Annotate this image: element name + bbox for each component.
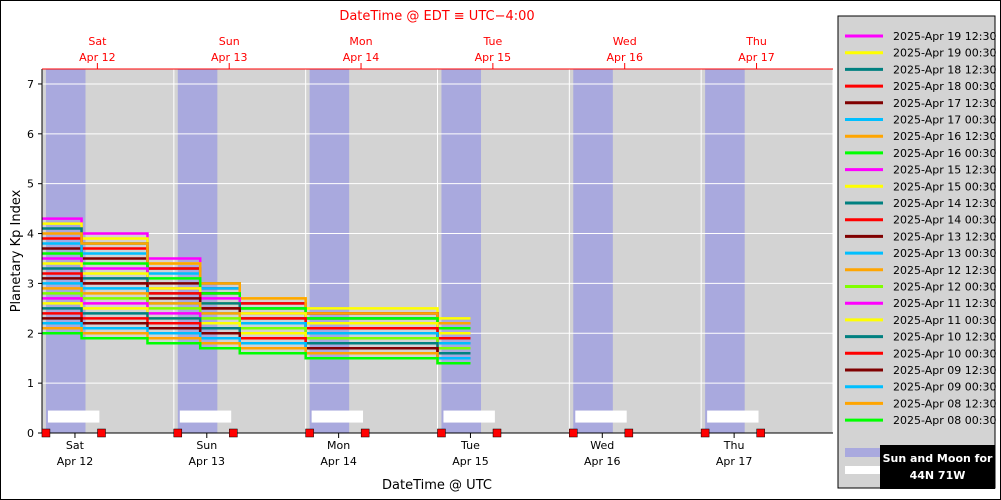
sunset-marker [756,428,765,438]
x-tick-label-date: Apr 14 [320,455,357,468]
top-tick-label-dow: Wed [613,35,637,48]
legend-entry: 2025-Apr 09 12:30 [893,364,996,377]
legend-entry: 2025-Apr 15 12:30 [893,164,996,177]
y-tick-label: 1 [27,377,34,390]
y-tick-label: 3 [27,277,34,290]
legend-entry: 2025-Apr 14 12:30 [893,197,996,210]
legend-entry: 2025-Apr 12 00:30 [893,281,996,294]
legend-entry: 2025-Apr 17 12:30 [893,97,996,110]
top-tick-label-dow: Thu [745,35,767,48]
sunrise-marker [305,428,314,438]
sunset-marker [229,428,238,438]
sunset-marker [624,428,634,438]
moon-bar [707,410,759,423]
sun-moon-location: 44N 71W [909,469,966,482]
night-band [573,69,613,433]
sunrise-marker [437,428,446,438]
night-band [309,69,350,433]
moon-bar [47,410,100,423]
night-band [705,69,745,433]
legend-entry: 2025-Apr 16 12:30 [893,130,996,143]
legend-entry: 2025-Apr 13 12:30 [893,230,996,243]
legend-entry: 2025-Apr 08 00:30 [893,414,996,427]
moon-bar [443,410,495,423]
legend-entry: 2025-Apr 19 12:30 [893,30,996,43]
y-tick-label: 2 [27,327,34,340]
legend-entry: 2025-Apr 09 00:30 [893,381,996,394]
legend-entry: 2025-Apr 11 12:30 [893,297,996,310]
legend-entry: 2025-Apr 18 12:30 [893,63,996,76]
x-tick-label-date: Apr 12 [57,455,94,468]
sunrise-marker [700,428,710,438]
x-axis-label: DateTime @ UTC [382,478,492,493]
series-line-2025-apr-16-00-30 [42,252,471,330]
sunrise-marker [41,428,51,438]
x-tick-label-date: Apr 16 [584,455,621,468]
series-line-2025-apr-12-00-30 [42,292,471,350]
top-tick-label-date: Apr 16 [606,51,643,64]
night-band [177,69,218,433]
y-tick-label: 7 [27,78,34,91]
legend-moon-swatch [845,466,883,474]
y-axis-label: Planetary Kp Index [9,189,24,312]
x-tick-label-dow: Sun [196,439,217,452]
sunset-marker [360,428,370,438]
x-tick-label-dow: Tue [460,439,480,452]
moon-bar [179,410,232,423]
top-tick-label-dow: Sat [88,35,107,48]
legend-entry: 2025-Apr 15 00:30 [893,180,996,193]
legend-entry: 2025-Apr 18 00:30 [893,80,996,93]
series-line-2025-apr-16-12-30 [42,232,471,325]
legend-entry: 2025-Apr 17 00:30 [893,114,996,127]
sunset-marker [97,428,106,438]
y-tick-label: 0 [27,427,34,440]
sunrise-marker [173,428,183,438]
top-tick-label-date: Apr 13 [211,51,248,64]
top-tick-label-dow: Tue [482,35,502,48]
series-line-2025-apr-10-12-30 [42,307,471,355]
moon-bar [311,410,364,423]
night-band [441,69,482,433]
moon-bar [575,410,627,423]
x-tick-label-dow: Thu [723,439,745,452]
sun-moon-label: Sun and Moon for [882,452,993,465]
top-tick-label-dow: Sun [219,35,240,48]
top-tick-label-date: Apr 14 [343,51,380,64]
y-tick-label: 5 [27,178,34,191]
legend-entry: 2025-Apr 14 00:30 [893,214,996,227]
y-tick-label: 4 [27,228,34,241]
legend-entry: 2025-Apr 19 00:30 [893,47,996,60]
legend-entry: 2025-Apr 11 00:30 [893,314,996,327]
x-tick-label-date: Apr 13 [189,455,226,468]
top-tick-label-date: Apr 12 [79,51,116,64]
legend-entry: 2025-Apr 10 00:30 [893,347,996,360]
top-tick-label-date: Apr 15 [475,51,512,64]
sunrise-marker [569,428,578,438]
sun-moon-badge: Sun and Moon for 44N 71W [880,445,995,489]
night-band [45,69,86,433]
legend-entry: 2025-Apr 08 12:30 [893,397,996,410]
top-tick-label-date: Apr 17 [738,51,775,64]
legend-entry: 2025-Apr 16 00:30 [893,147,996,160]
x-tick-label-date: Apr 15 [452,455,489,468]
x-tick-label-dow: Wed [590,439,614,452]
series-line-2025-apr-09-12-30 [42,317,471,360]
series-line-2025-apr-08-00-30 [42,332,471,365]
legend-entry: 2025-Apr 12 12:30 [893,264,996,277]
top-tick-label-dow: Mon [349,35,372,48]
x-tick-label-dow: Sat [66,439,85,452]
legend-entry: 2025-Apr 13 00:30 [893,247,996,260]
legend-entry: 2025-Apr 10 12:30 [893,331,996,344]
y-tick-label: 6 [27,128,34,141]
chart-title: DateTime @ EDT ≡ UTC−4:00 [339,9,534,24]
sunset-marker [492,428,502,438]
x-tick-label-dow: Mon [327,439,350,452]
series-line-2025-apr-08-12-30 [42,327,471,365]
legend-night-swatch [845,448,883,457]
x-tick-label-date: Apr 17 [716,455,753,468]
